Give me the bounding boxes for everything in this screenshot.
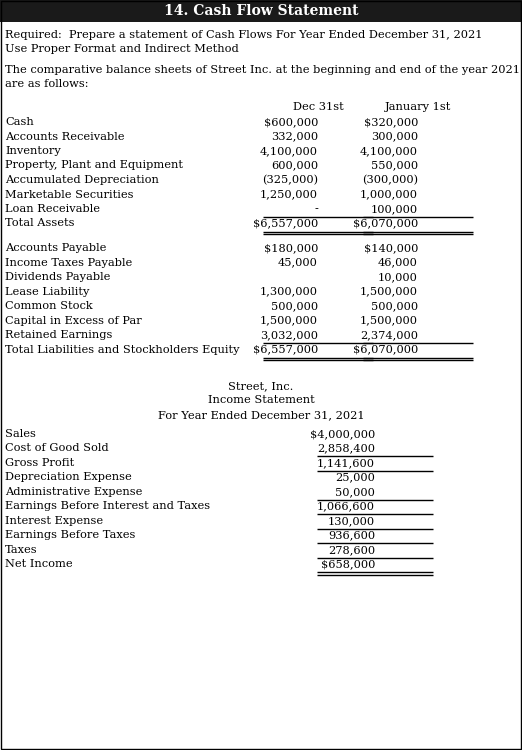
Text: Use Proper Format and Indirect Method: Use Proper Format and Indirect Method — [5, 44, 239, 55]
Text: Accounts Receivable: Accounts Receivable — [5, 131, 125, 142]
Text: 278,600: 278,600 — [328, 544, 375, 555]
Text: 2,374,000: 2,374,000 — [360, 330, 418, 340]
Text: $600,000: $600,000 — [264, 117, 318, 127]
Text: Accumulated Depreciation: Accumulated Depreciation — [5, 175, 159, 185]
Text: Required:  Prepare a statement of Cash Flows For Year Ended December 31, 2021: Required: Prepare a statement of Cash Fl… — [5, 30, 482, 40]
Text: Administrative Expense: Administrative Expense — [5, 487, 143, 496]
Text: Income Statement: Income Statement — [208, 395, 314, 406]
Text: $6,557,000: $6,557,000 — [253, 218, 318, 229]
Text: 1,300,000: 1,300,000 — [260, 286, 318, 297]
Text: 936,600: 936,600 — [328, 530, 375, 540]
Text: 1,000,000: 1,000,000 — [360, 190, 418, 200]
Text: Total Liabilities and Stockholders Equity: Total Liabilities and Stockholders Equit… — [5, 345, 240, 355]
Text: 500,000: 500,000 — [271, 302, 318, 311]
Text: Capital in Excess of Par: Capital in Excess of Par — [5, 316, 142, 326]
Text: $4,000,000: $4,000,000 — [310, 429, 375, 439]
Text: The comparative balance sheets of Street Inc. at the beginning and end of the ye: The comparative balance sheets of Street… — [5, 64, 520, 75]
Text: 130,000: 130,000 — [328, 516, 375, 526]
Text: 50,000: 50,000 — [335, 487, 375, 496]
Text: 4,100,000: 4,100,000 — [260, 146, 318, 156]
Text: Cost of Good Sold: Cost of Good Sold — [5, 443, 109, 453]
Text: Accounts Payable: Accounts Payable — [5, 243, 106, 254]
Text: Cash: Cash — [5, 117, 34, 127]
Text: 14. Cash Flow Statement: 14. Cash Flow Statement — [164, 4, 358, 18]
Text: January 1st: January 1st — [385, 103, 451, 112]
Text: are as follows:: are as follows: — [5, 80, 89, 89]
Text: (300,000): (300,000) — [362, 175, 418, 185]
Text: For Year Ended December 31, 2021: For Year Ended December 31, 2021 — [158, 410, 364, 420]
Text: 1,500,000: 1,500,000 — [360, 316, 418, 326]
Text: Common Stock: Common Stock — [5, 302, 92, 311]
Text: Income Taxes Payable: Income Taxes Payable — [5, 258, 132, 268]
Text: 4,100,000: 4,100,000 — [360, 146, 418, 156]
Text: Marketable Securities: Marketable Securities — [5, 190, 134, 200]
Text: Property, Plant and Equipment: Property, Plant and Equipment — [5, 160, 183, 170]
Text: $6,557,000: $6,557,000 — [253, 345, 318, 355]
Text: $6,070,000: $6,070,000 — [353, 345, 418, 355]
Text: 1,500,000: 1,500,000 — [360, 286, 418, 297]
Text: $140,000: $140,000 — [364, 243, 418, 254]
Text: Retained Earnings: Retained Earnings — [5, 330, 112, 340]
Text: 25,000: 25,000 — [335, 472, 375, 482]
Text: 332,000: 332,000 — [271, 131, 318, 142]
Text: 1,500,000: 1,500,000 — [260, 316, 318, 326]
Text: Net Income: Net Income — [5, 560, 73, 569]
Text: $180,000: $180,000 — [264, 243, 318, 254]
Text: 500,000: 500,000 — [371, 302, 418, 311]
Text: 46,000: 46,000 — [378, 258, 418, 268]
Text: 1,141,600: 1,141,600 — [317, 458, 375, 468]
Text: Lease Liability: Lease Liability — [5, 286, 89, 297]
Text: $658,000: $658,000 — [321, 560, 375, 569]
Text: -: - — [314, 204, 318, 214]
Text: Earnings Before Taxes: Earnings Before Taxes — [5, 530, 135, 540]
Text: Dividends Payable: Dividends Payable — [5, 272, 110, 282]
Text: $6,070,000: $6,070,000 — [353, 218, 418, 229]
Text: 10,000: 10,000 — [378, 272, 418, 282]
Text: Earnings Before Interest and Taxes: Earnings Before Interest and Taxes — [5, 501, 210, 512]
Text: 1,250,000: 1,250,000 — [260, 190, 318, 200]
Text: 300,000: 300,000 — [371, 131, 418, 142]
Text: Taxes: Taxes — [5, 544, 38, 555]
Text: Sales: Sales — [5, 429, 36, 439]
Text: $320,000: $320,000 — [364, 117, 418, 127]
Text: 45,000: 45,000 — [278, 258, 318, 268]
Text: Loan Receivable: Loan Receivable — [5, 204, 100, 214]
Text: Depreciation Expense: Depreciation Expense — [5, 472, 132, 482]
Text: 2,858,400: 2,858,400 — [317, 443, 375, 453]
Text: 1,066,600: 1,066,600 — [317, 501, 375, 512]
Text: Gross Profit: Gross Profit — [5, 458, 74, 468]
FancyBboxPatch shape — [0, 0, 522, 22]
Text: 550,000: 550,000 — [371, 160, 418, 170]
Text: Street, Inc.: Street, Inc. — [228, 381, 294, 391]
Text: 100,000: 100,000 — [371, 204, 418, 214]
Text: (325,000): (325,000) — [262, 175, 318, 185]
Text: Interest Expense: Interest Expense — [5, 516, 103, 526]
Text: Inventory: Inventory — [5, 146, 61, 156]
Text: Total Assets: Total Assets — [5, 218, 75, 229]
Text: 3,032,000: 3,032,000 — [260, 330, 318, 340]
Text: Dec 31st: Dec 31st — [293, 103, 343, 112]
Text: 600,000: 600,000 — [271, 160, 318, 170]
